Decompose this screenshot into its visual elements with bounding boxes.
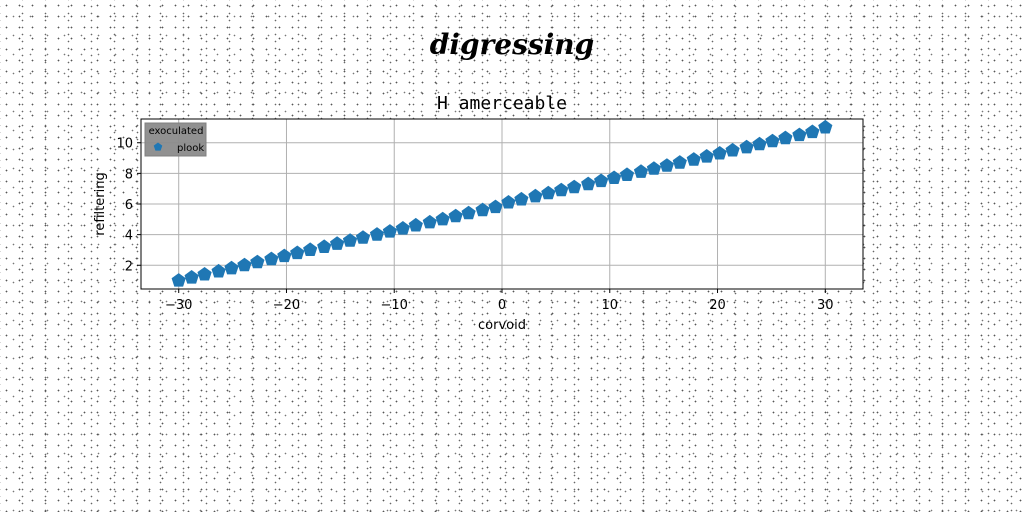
x-tick-label: 0 [498,298,506,313]
data-point [554,182,569,197]
y-tick-label: 4 [125,229,133,244]
data-point [818,119,833,134]
x-tick-label: −20 [273,298,300,313]
data-point [369,227,385,241]
data-point [342,233,358,247]
x-axis-label: corvoid [478,318,526,333]
data-point [672,155,687,169]
figure-suptitle: digressing [429,28,595,61]
data-point [317,239,332,253]
data-point [686,152,701,166]
data-point [659,158,674,172]
data-point [475,202,490,217]
data-point [330,236,345,250]
data-point [488,199,503,214]
data-point [646,161,662,175]
data-point [250,254,265,269]
data-point [528,188,543,203]
data-point [778,130,793,145]
legend-marker [153,142,163,151]
y-tick-label: 6 [125,198,133,213]
data-point [264,251,279,266]
data-point [765,133,780,148]
data-point [211,263,226,278]
data-point [448,208,463,223]
data-point [619,167,635,181]
data-point [501,195,516,209]
y-tick-label: 8 [125,167,133,182]
data-point [395,221,410,235]
data-point [184,270,199,284]
y-tick-label: 2 [125,259,133,274]
chart-title: H amerceable [437,93,567,114]
data-point [382,224,398,238]
data-point [699,149,714,163]
x-tick-label: 10 [601,298,618,313]
data-point [514,191,529,206]
data-point [422,214,437,229]
data-point [355,230,371,244]
data-point [290,245,305,260]
legend-box [144,122,207,157]
data-point [224,260,239,275]
data-point [594,173,609,188]
data-point [541,185,556,200]
data-point [739,139,754,154]
data-point [461,205,476,220]
data-point [725,142,740,157]
data-point [581,176,596,191]
data-point [606,170,622,184]
x-tick-label: −10 [381,298,408,313]
data-point [712,146,727,160]
x-tick-label: −30 [165,298,192,313]
data-point [277,248,292,263]
data-point [171,273,186,287]
data-point [752,136,767,151]
data-point [408,217,423,232]
y-tick-label: 10 [116,137,133,152]
x-tick-label: 20 [709,298,726,313]
data-point [792,127,807,142]
data-point [237,257,252,272]
legend-title: exoculated [149,126,204,137]
data-point [805,124,820,139]
data-point [567,179,582,194]
y-axis-label: refiltering [93,172,108,235]
data-point [197,267,212,281]
data-point [435,211,450,226]
x-tick-label: 30 [817,298,834,313]
data-point [303,242,318,256]
legend-label: plook [177,143,204,154]
data-point [633,164,649,178]
